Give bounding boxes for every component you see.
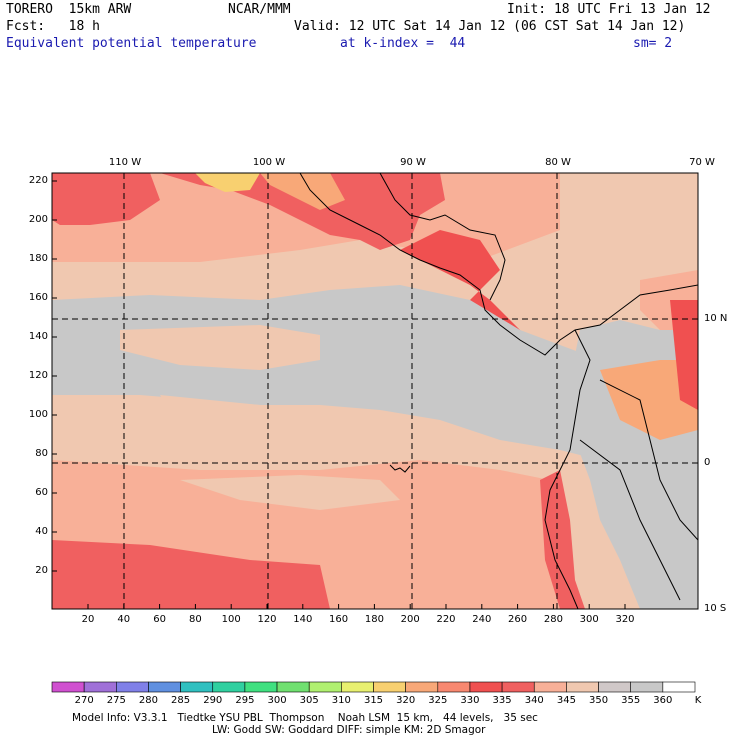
- colorbar-swatch: [566, 681, 599, 693]
- level-label: at k-index = 44: [340, 36, 466, 51]
- y-tick-label: 160: [28, 292, 48, 303]
- x-tick-label: 80: [189, 614, 202, 625]
- x-tick-label: 300: [579, 614, 599, 625]
- colorbar-swatch: [51, 681, 85, 693]
- x-tick-label: 180: [364, 614, 384, 625]
- colorbar-label: 330: [460, 695, 480, 706]
- colorbar-swatch: [598, 681, 631, 693]
- colorbar-swatch: [83, 681, 117, 693]
- y-tick-label: 20: [35, 565, 48, 576]
- y-tick-label: 180: [28, 253, 48, 264]
- field-name: Equivalent potential temperature: [6, 36, 257, 51]
- colorbar-label: 350: [589, 695, 609, 706]
- colorbar-swatch: [341, 681, 374, 693]
- y-tick-label: 60: [35, 487, 48, 498]
- colorbar-label: 290: [203, 695, 223, 706]
- y-tick-label: 140: [28, 331, 48, 342]
- x-tick-label: 160: [329, 614, 349, 625]
- y-tick-label: 120: [28, 370, 48, 381]
- colorbar-swatch: [116, 681, 149, 693]
- colorbar-swatch: [180, 681, 214, 693]
- x-tick-label: 200: [400, 614, 420, 625]
- physics-info: LW: Godd SW: Goddard DIFF: simple KM: 2D…: [212, 724, 486, 736]
- colorbar-label: 355: [621, 695, 641, 706]
- colorbar-swatch: [501, 681, 535, 693]
- colorbar-swatch: [308, 681, 342, 693]
- colorbar-swatch: [148, 681, 181, 693]
- lon-label: 80 W: [545, 157, 571, 168]
- lat-label: 10 N: [704, 313, 728, 324]
- x-tick-label: 120: [257, 614, 277, 625]
- x-tick-label: 260: [508, 614, 528, 625]
- colorbar-label: 315: [363, 695, 384, 706]
- colorbar-label: 295: [235, 695, 255, 706]
- colorbar-swatch: [212, 681, 246, 693]
- model-info: Model Info: V3.3.1 Tiedtke YSU PBL Thomp…: [72, 712, 538, 724]
- colorbar-label: 270: [74, 695, 94, 706]
- colorbar-swatch: [469, 681, 503, 693]
- colorbar-swatch: [437, 681, 471, 693]
- init-time: Init: 18 UTC Fri 13 Jan 12: [507, 2, 711, 17]
- colorbar-label: 300: [267, 695, 287, 706]
- x-tick-label: 100: [221, 614, 241, 625]
- forecast-hour: Fcst: 18 h: [6, 19, 100, 34]
- x-tick-label: 220: [436, 614, 456, 625]
- colorbar-swatch: [533, 681, 567, 693]
- colorbar-swatch: [662, 681, 696, 693]
- y-tick-label: 100: [28, 409, 48, 420]
- x-tick-label: 240: [472, 614, 492, 625]
- colorbar-label: 335: [492, 695, 512, 706]
- center-label: NCAR/MMM: [228, 2, 291, 17]
- x-tick-label: 40: [117, 614, 131, 625]
- colorbar-label: 285: [171, 695, 191, 706]
- colorbar-label: 310: [331, 695, 351, 706]
- x-tick-label: 60: [153, 614, 166, 625]
- colorbar-label: 360: [653, 695, 673, 706]
- colorbar-label: 305: [299, 695, 319, 706]
- colorbar-label: 325: [428, 695, 448, 706]
- x-tick-label: 140: [293, 614, 313, 625]
- model-label: TORERO 15km ARW: [6, 2, 132, 17]
- smoothing-label: sm= 2: [633, 36, 673, 51]
- lat-label: 0: [704, 457, 711, 468]
- x-tick-label: 280: [543, 614, 563, 625]
- colorbar-swatch: [276, 681, 310, 693]
- lon-label: 110 W: [108, 157, 142, 168]
- map-field: [52, 173, 698, 609]
- y-tick-label: 220: [28, 175, 48, 186]
- colorbar-label: 340: [524, 695, 544, 706]
- colorbar-unit: K: [694, 695, 702, 706]
- colorbar-swatch: [244, 681, 278, 693]
- colorbar-swatch: [405, 681, 439, 693]
- colorbar-label: 275: [106, 695, 126, 706]
- lon-label: 100 W: [252, 157, 286, 168]
- y-tick-label: 80: [35, 448, 48, 459]
- lat-label: 10 S: [704, 603, 727, 614]
- colorbar-label: 320: [396, 695, 416, 706]
- x-tick-label: 320: [615, 614, 635, 625]
- lon-label: 70 W: [689, 157, 715, 168]
- y-tick-label: 40: [35, 526, 48, 537]
- lon-label: 90 W: [400, 157, 426, 168]
- colorbar-swatch: [630, 681, 664, 693]
- x-tick-label: 20: [81, 614, 95, 625]
- y-tick-label: 200: [28, 214, 48, 225]
- colorbar-label: 345: [556, 695, 576, 706]
- colorbar-label: 280: [138, 695, 158, 706]
- valid-time: Valid: 12 UTC Sat 14 Jan 12 (06 CST Sat …: [294, 19, 686, 34]
- colorbar-swatch: [373, 681, 406, 693]
